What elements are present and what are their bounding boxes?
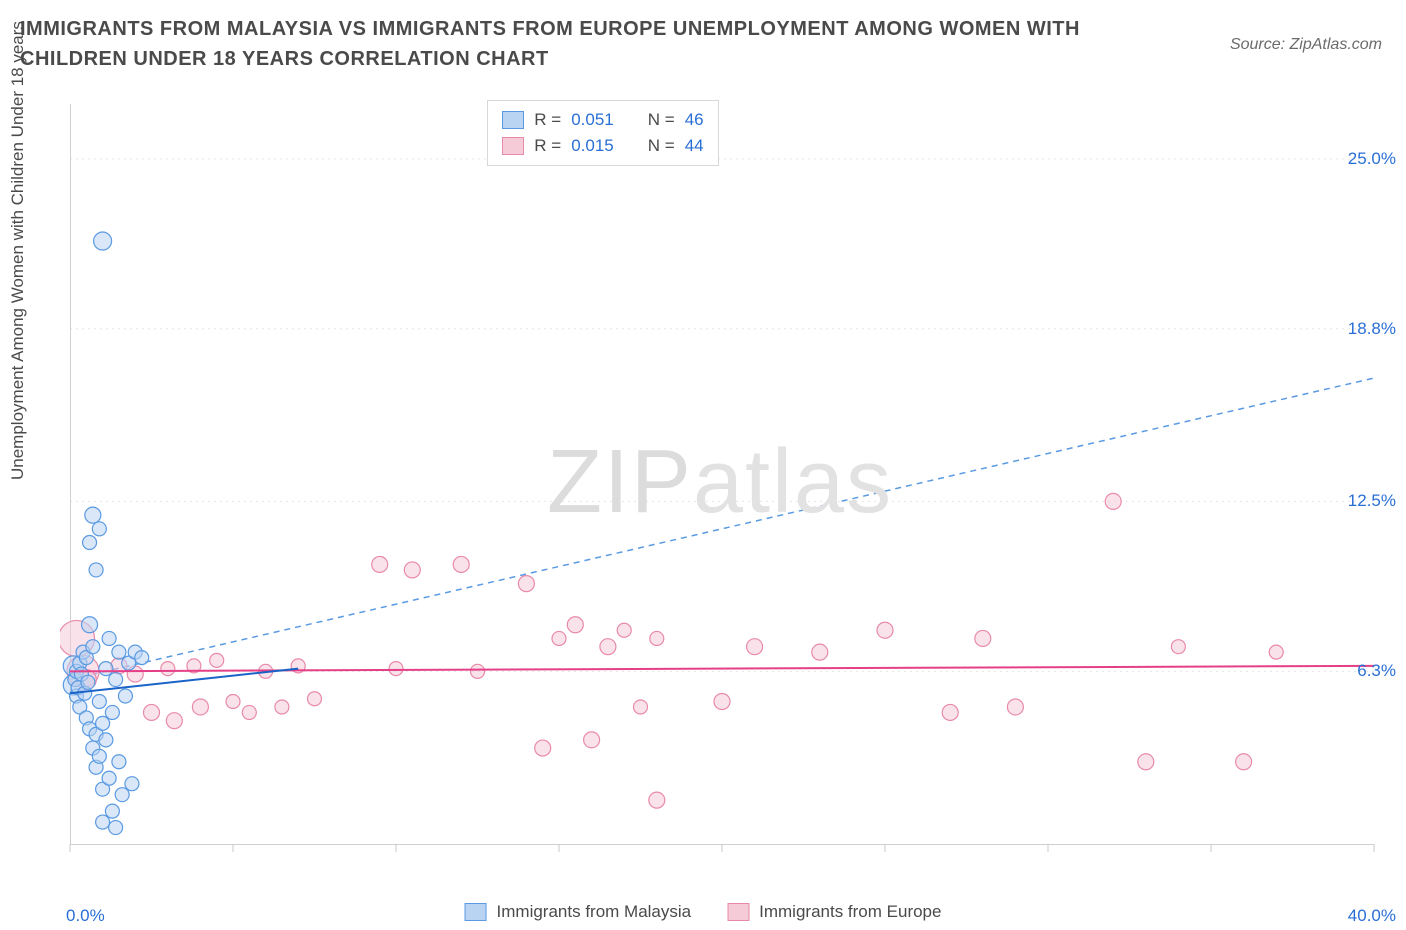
legend-stats-row: R = 0.051 N = 46: [502, 107, 703, 133]
legend-swatch: [502, 111, 524, 129]
legend-series-label: Immigrants from Malaysia: [497, 902, 692, 922]
legend-n-label: N =: [648, 110, 675, 130]
legend-swatch: [502, 137, 524, 155]
x-tick-label: 0.0%: [66, 906, 105, 926]
legend-swatch: [465, 903, 487, 921]
y-tick-label: 12.5%: [1348, 491, 1396, 511]
legend-n-label: N =: [648, 136, 675, 156]
legend-n-value: 46: [685, 110, 704, 130]
legend-series-label: Immigrants from Europe: [759, 902, 941, 922]
plot-svg: [60, 98, 1380, 888]
plot-area: ZIPatlas: [60, 98, 1380, 888]
legend-series-item: Immigrants from Europe: [727, 902, 941, 922]
legend-series: Immigrants from Malaysia Immigrants from …: [465, 902, 942, 922]
legend-r-label: R =: [534, 136, 561, 156]
x-tick-label: 40.0%: [1348, 906, 1396, 926]
legend-stats-box: R = 0.051 N = 46 R = 0.015 N = 44: [487, 100, 718, 166]
source-prefix: Source:: [1230, 36, 1290, 53]
legend-series-item: Immigrants from Malaysia: [465, 902, 692, 922]
legend-r-value: 0.051: [571, 110, 614, 130]
chart-title: IMMIGRANTS FROM MALAYSIA VS IMMIGRANTS F…: [20, 14, 1120, 74]
legend-r-label: R =: [534, 110, 561, 130]
source-attribution: Source: ZipAtlas.com: [1230, 36, 1382, 54]
source-name: ZipAtlas.com: [1290, 36, 1382, 53]
legend-r-value: 0.015: [571, 136, 614, 156]
y-tick-label: 6.3%: [1357, 661, 1396, 681]
legend-stats-row: R = 0.015 N = 44: [502, 133, 703, 159]
legend-n-value: 44: [685, 136, 704, 156]
y-axis-label: Unemployment Among Women with Children U…: [8, 21, 28, 480]
legend-swatch: [727, 903, 749, 921]
y-tick-label: 25.0%: [1348, 149, 1396, 169]
y-tick-label: 18.8%: [1348, 319, 1396, 339]
chart-container: IMMIGRANTS FROM MALAYSIA VS IMMIGRANTS F…: [0, 0, 1406, 930]
